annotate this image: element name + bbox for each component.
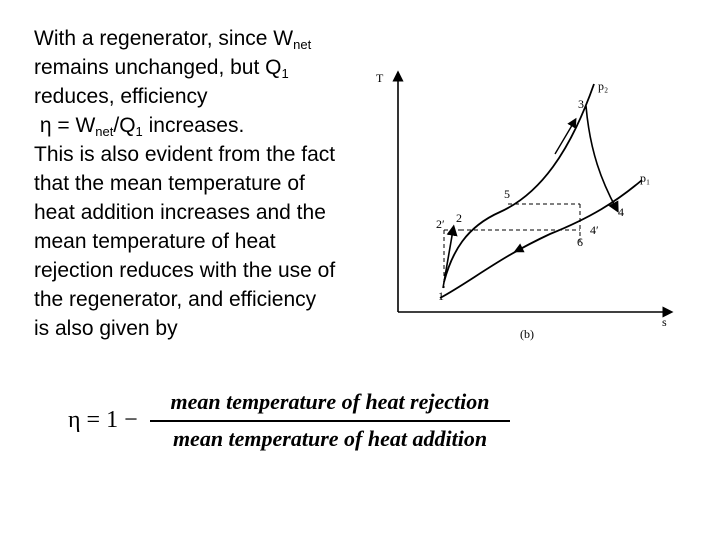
ts-diagram: T s (b) 1 2 2′ 3 4 4′ 5 6 p₂ p₁ [376,70,674,341]
label-point-1: 1 [438,289,444,303]
label-point-5: 5 [504,187,510,201]
label-point-2prime: 2′ [436,217,445,231]
diagram-caption: (b) [520,327,534,341]
text-line-5: This is also evident from the fact [34,143,336,166]
process-3-4 [585,105,619,213]
text-line-9: rejection reduces with the use of [34,259,336,282]
text-line-10: the regenerator, and efficiency [34,288,317,311]
x-axis-label: s [662,315,667,329]
text-line-3: reduces, efficiency [34,85,208,108]
label-point-4prime: 4′ [590,223,599,237]
label-point-6: 6 [577,235,583,249]
text-line-1: With a regenerator, since Wnet [34,27,312,52]
formula-numerator: mean temperature of heat rejection [170,389,490,414]
text-line-6: that the mean temperature of [34,172,305,195]
fraction-bar [150,420,510,422]
formula-lhs: η = 1 − [68,407,138,433]
text-line-7: heat addition increases and the [34,201,326,224]
label-point-4: 4 [618,205,624,219]
heat-rejection-arrow [513,235,547,253]
process-1-2 [442,224,458,289]
isobar-low [439,179,643,299]
body-text: With a regenerator, since Wnet remains u… [34,24,364,343]
text-line-11: is also given by [34,317,178,340]
label-isobar-high: p₂ [598,79,608,93]
label-isobar-low: p₁ [640,171,650,185]
formula-fraction: mean temperature of heat rejection mean … [150,389,510,454]
text-line-8: mean temperature of heat [34,230,276,253]
isobar-high [443,83,595,283]
formula-denominator: mean temperature of heat addition [172,426,488,451]
heat-addition-arrow [554,117,577,155]
label-point-2: 2 [456,211,462,225]
label-point-3: 3 [578,97,584,111]
y-axis-label: T [376,71,384,85]
text-line-4: η = Wnet/Q1 increases. [34,114,245,139]
text-line-2: remains unchanged, but Q1 [34,56,289,81]
